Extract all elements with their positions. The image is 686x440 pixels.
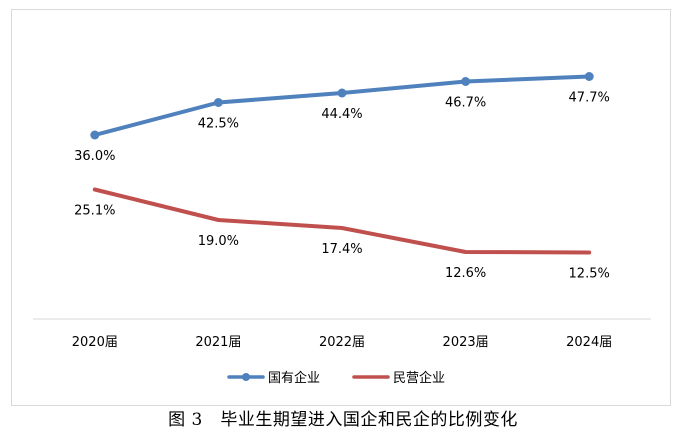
data-label: 19.0%	[198, 234, 239, 249]
data-point	[90, 130, 100, 140]
series-2: 25.1% 19.0% 17.4% 12.6% 12.5%	[74, 187, 610, 282]
series-layer: 36.0% 42.5% 44.4% 46.7% 47.7% 25.1% 19.0% 17.4%…	[74, 72, 610, 282]
legend: 国有企业 民营企业	[227, 370, 445, 386]
legend-item: 民营企业	[352, 370, 445, 386]
data-label: 17.4%	[321, 242, 362, 257]
series-line	[92, 74, 592, 137]
x-tick-label: 2020届	[72, 335, 118, 350]
data-label: 47.7%	[569, 91, 610, 106]
x-tick-label: 2022届	[319, 335, 365, 350]
data-point	[213, 98, 223, 107]
x-tick-label: 2024届	[566, 335, 612, 350]
data-label: 36.0%	[74, 149, 115, 164]
data-point	[337, 88, 347, 98]
legend-label: 国有企业	[268, 370, 320, 386]
data-label: 44.4%	[321, 107, 362, 122]
chart-frame	[11, 9, 671, 406]
x-tick-label: 2021届	[195, 335, 241, 350]
figure-caption: 图 3 毕业生期望进入国企和民企的比例变化	[168, 410, 518, 430]
series-1: 36.0% 42.5% 44.4% 46.7% 47.7%	[74, 72, 610, 164]
data-label: 12.5%	[569, 267, 610, 282]
series-line	[92, 187, 592, 255]
data-label: 12.6%	[445, 266, 486, 281]
x-tick-labels: 2020届 2021届 2022届 2023届 2024届	[72, 335, 612, 350]
data-label: 25.1%	[74, 204, 115, 219]
line-chart: 36.0% 42.5% 44.4% 46.7% 47.7% 25.1% 19.0% 17.4%…	[33, 72, 651, 386]
data-label: 42.5%	[198, 117, 239, 132]
legend-label: 民营企业	[393, 370, 445, 386]
x-tick-label: 2023届	[443, 335, 489, 350]
legend-marker	[242, 373, 250, 381]
data-point	[584, 72, 594, 81]
legend-item: 国有企业	[227, 370, 320, 386]
data-point	[461, 77, 471, 86]
data-label: 46.7%	[445, 96, 486, 111]
